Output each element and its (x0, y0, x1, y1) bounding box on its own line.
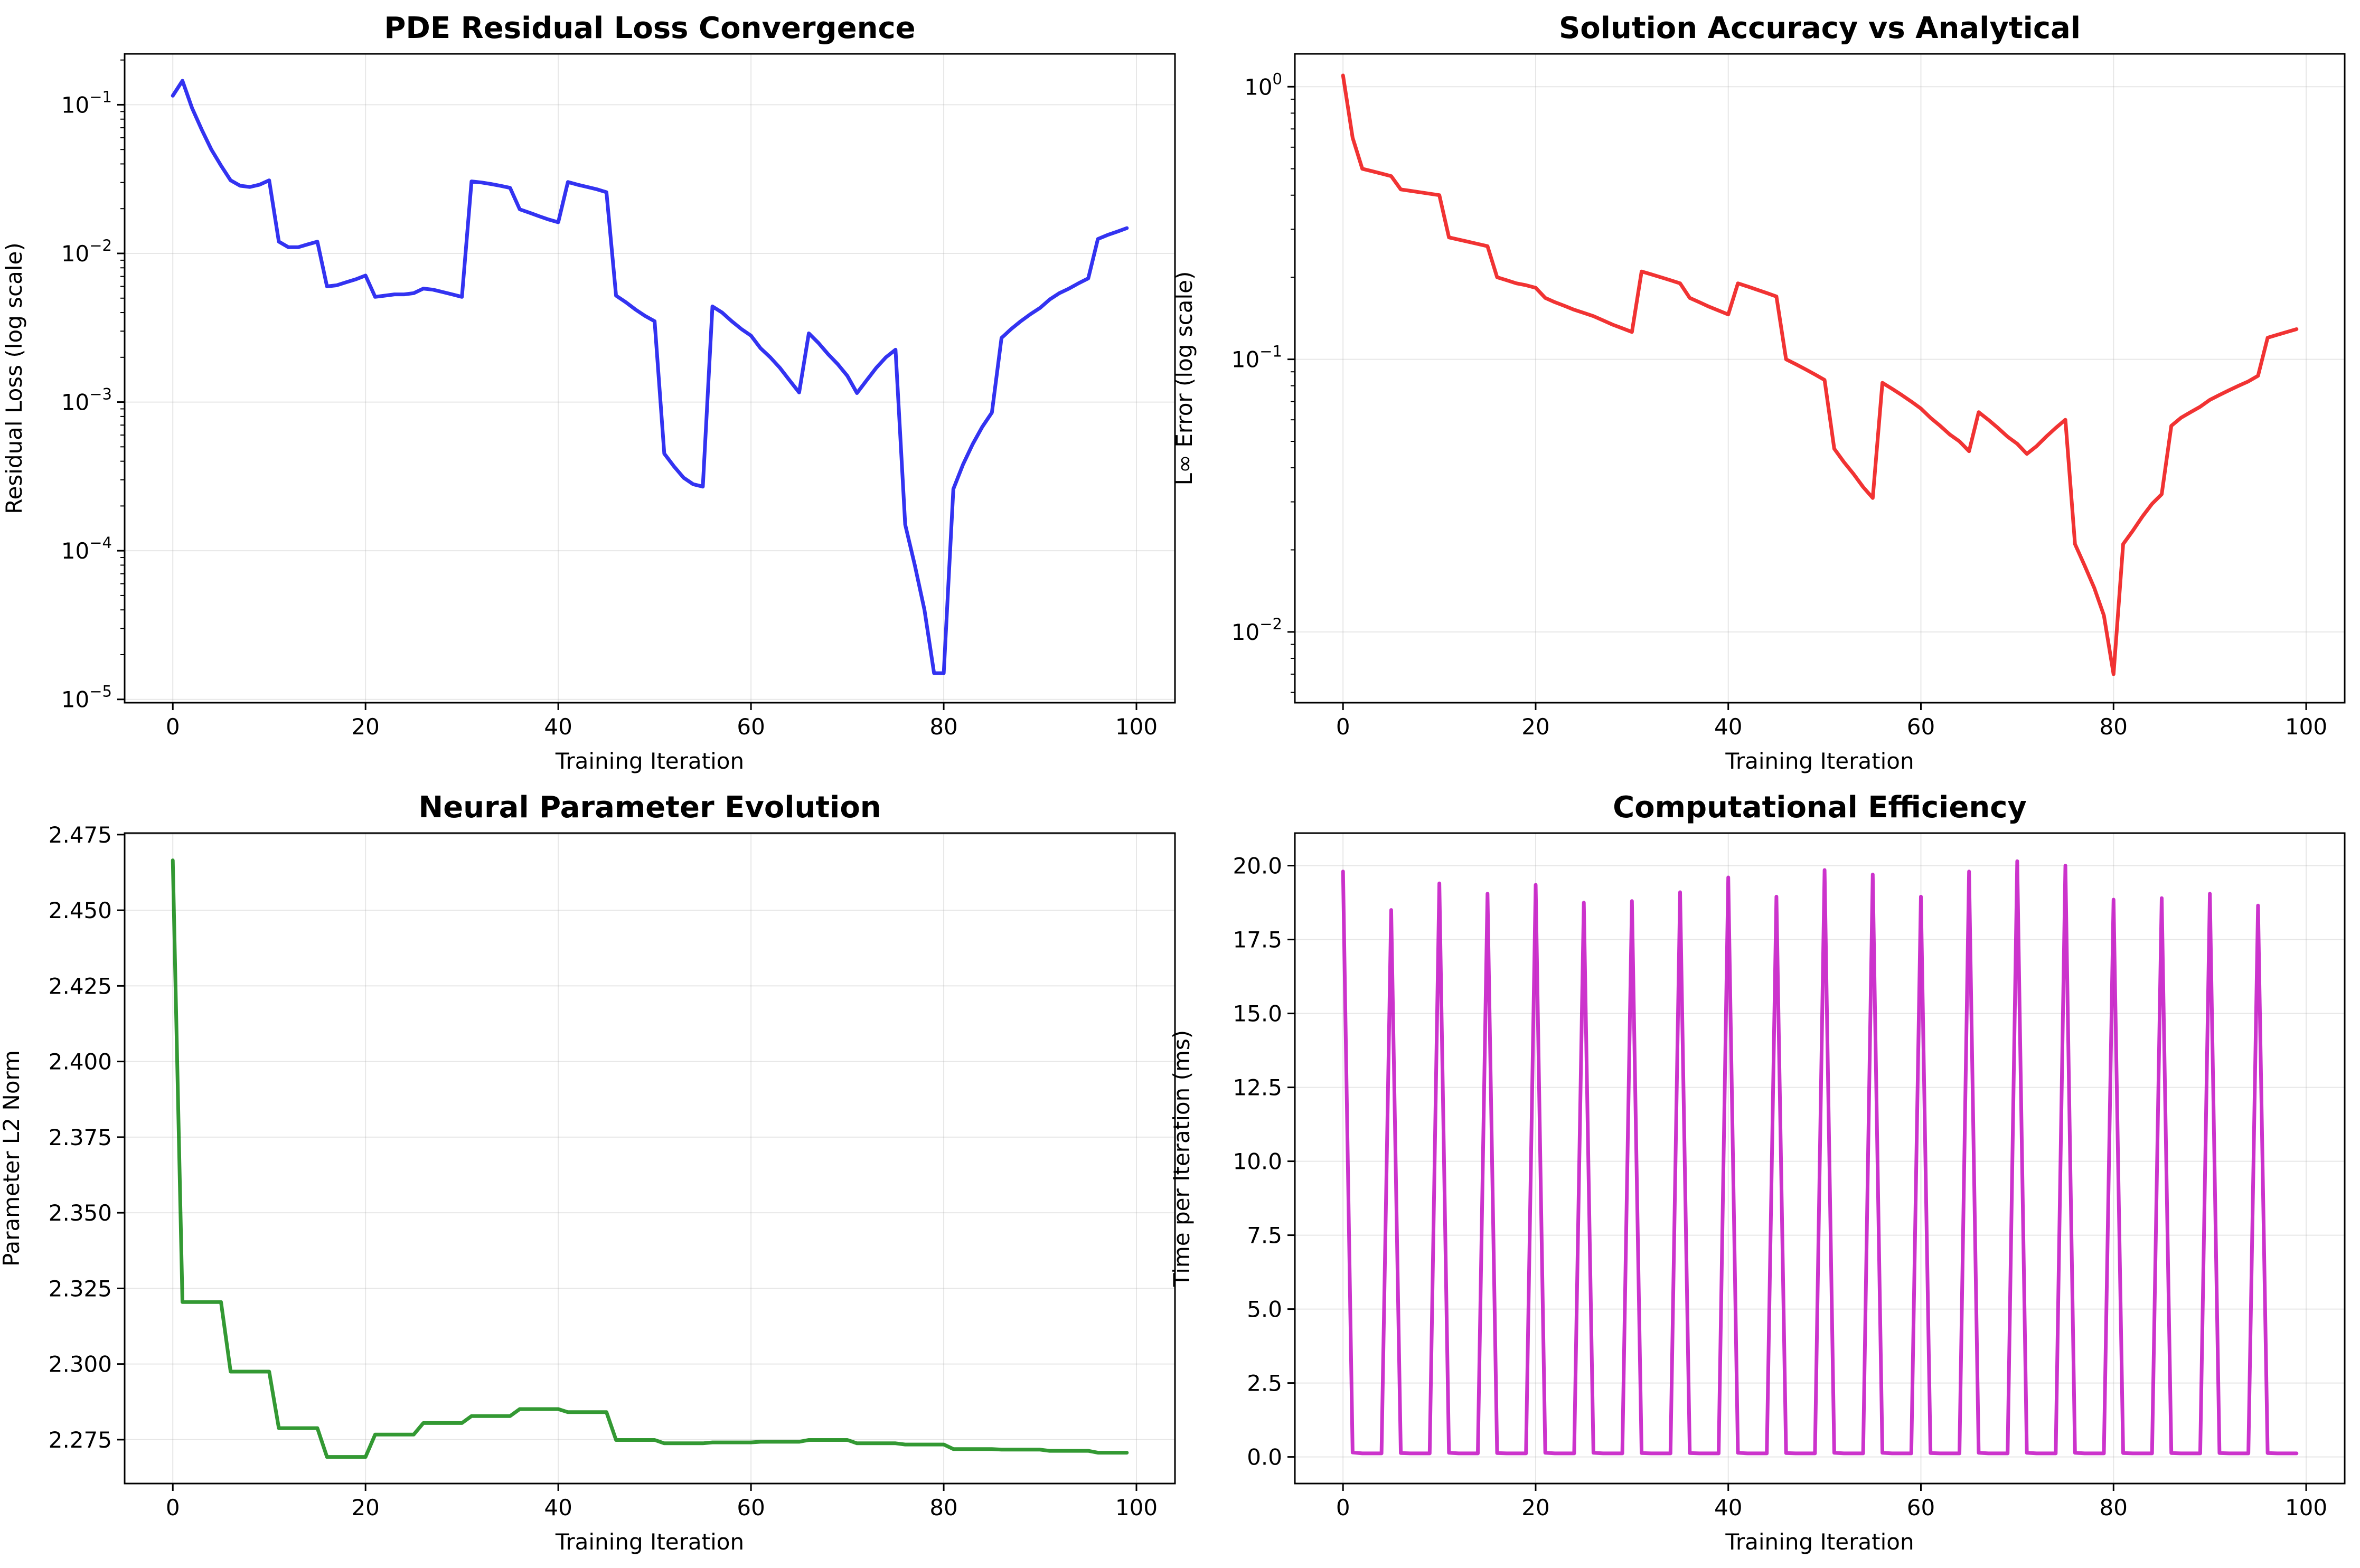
y-tick-label: 2.475 (49, 822, 112, 848)
x-tick-label: 20 (351, 1495, 379, 1520)
y-tick-label: 10−2 (1231, 615, 1282, 645)
x-axis-label: Training Iteration (555, 748, 744, 774)
y-tick-label: 2.450 (49, 898, 112, 923)
y-tick-label: 12.5 (1233, 1075, 1282, 1101)
x-tick-label: 60 (737, 1495, 765, 1520)
x-tick-label: 40 (544, 714, 572, 740)
x-tick-label: 80 (929, 1495, 957, 1520)
y-tick-label: 2.5 (1247, 1371, 1282, 1396)
y-tick-label: 7.5 (1247, 1223, 1282, 1249)
x-axis-label: Training Iteration (1725, 1529, 1914, 1555)
x-tick-label: 100 (2285, 1495, 2327, 1520)
y-axis-label: Parameter L2 Norm (0, 1050, 24, 1267)
x-tick-label: 60 (1907, 1495, 1935, 1520)
y-tick-label: 2.425 (49, 973, 112, 999)
x-tick-label: 0 (166, 1495, 180, 1520)
x-tick-label: 100 (1115, 714, 1158, 740)
y-tick-label: 0.0 (1247, 1444, 1282, 1470)
y-tick-label: 10.0 (1233, 1149, 1282, 1175)
x-tick-label: 0 (166, 714, 180, 740)
x-tick-label: 40 (1714, 1495, 1742, 1520)
x-tick-label: 20 (1521, 714, 1549, 740)
y-tick-label: 10−2 (61, 237, 112, 267)
axes-frame (124, 53, 1176, 704)
computational-efficiency-panel: 0 20 40 60 80 100 0.0 2.5 5.0 7.5 10.0 12.5 15.0 17.5… (1169, 790, 2346, 1555)
x-axis-label: Training Iteration (1725, 748, 1914, 774)
y-tick-label: 15.0 (1233, 1001, 1282, 1027)
x-tick-label: 80 (929, 714, 957, 740)
series-line-linf_error (1341, 73, 2299, 676)
y-tick-label: 10−1 (1231, 343, 1282, 373)
y-tick-label: 10−3 (61, 385, 112, 415)
x-tick-label: 40 (1714, 714, 1742, 740)
axes-frame (1294, 53, 2346, 704)
x-tick-label: 0 (1336, 1495, 1350, 1520)
x-tick-label: 60 (1907, 714, 1935, 740)
y-tick-label: 10−4 (61, 534, 112, 564)
x-tick-label: 20 (1521, 1495, 1549, 1520)
chart-title: Computational Efficiency (1613, 790, 2027, 825)
x-tick-label: 80 (2100, 714, 2128, 740)
x-tick-label: 20 (351, 714, 379, 740)
series-line-residual (171, 79, 1129, 675)
y-tick-label: 17.5 (1233, 927, 1282, 953)
axes-frame (1294, 832, 2346, 1485)
y-tick-label: 20.0 (1233, 853, 1282, 879)
x-tick-label: 100 (2285, 714, 2327, 740)
y-tick-label: 2.350 (49, 1200, 112, 1226)
y-tick-label: 2.275 (49, 1427, 112, 1453)
y-tick-label: 2.400 (49, 1049, 112, 1075)
x-axis-label: Training Iteration (555, 1529, 744, 1555)
x-tick-label: 60 (737, 714, 765, 740)
x-tick-label: 0 (1336, 714, 1350, 740)
y-axis-label: Residual Loss (log scale) (1, 242, 27, 514)
y-axis-label: Time per Iteration (ms) (1169, 1030, 1195, 1287)
y-axis-label: L∞ Error (log scale) (1171, 271, 1197, 486)
parameter-evolution-panel: 0 20 40 60 80 100 2.275 2.300 2.325 2.350 2.375 2.4… (0, 790, 1176, 1555)
x-tick-label: 80 (2100, 1495, 2128, 1520)
x-tick-label: 100 (1115, 1495, 1158, 1520)
y-tick-label: 10−5 (61, 683, 112, 713)
y-tick-label: 5.0 (1247, 1297, 1282, 1323)
solution-accuracy-panel: 0 20 40 60 80 100 10−2 10−1 100 Solution Accuracy… (1171, 11, 2346, 774)
series-line-l2_norm (171, 858, 1129, 1459)
series-line-time_ms (1341, 859, 2299, 1456)
y-tick-label: 100 (1244, 70, 1282, 100)
y-tick-label: 2.300 (49, 1352, 112, 1377)
chart-title: Neural Parameter Evolution (418, 790, 881, 825)
y-tick-label: 2.325 (49, 1276, 112, 1301)
y-tick-label: 10−1 (61, 88, 112, 118)
chart-title: PDE Residual Loss Convergence (384, 11, 915, 45)
x-tick-label: 40 (544, 1495, 572, 1520)
y-tick-label: 2.375 (49, 1125, 112, 1150)
axes-frame (124, 832, 1176, 1485)
residual-loss-panel: 0 20 40 60 80 100 10−5 10−4 10−3 10−2 10−1 PDE Resi… (1, 11, 1176, 774)
chart-title: Solution Accuracy vs Analytical (1559, 11, 2081, 45)
